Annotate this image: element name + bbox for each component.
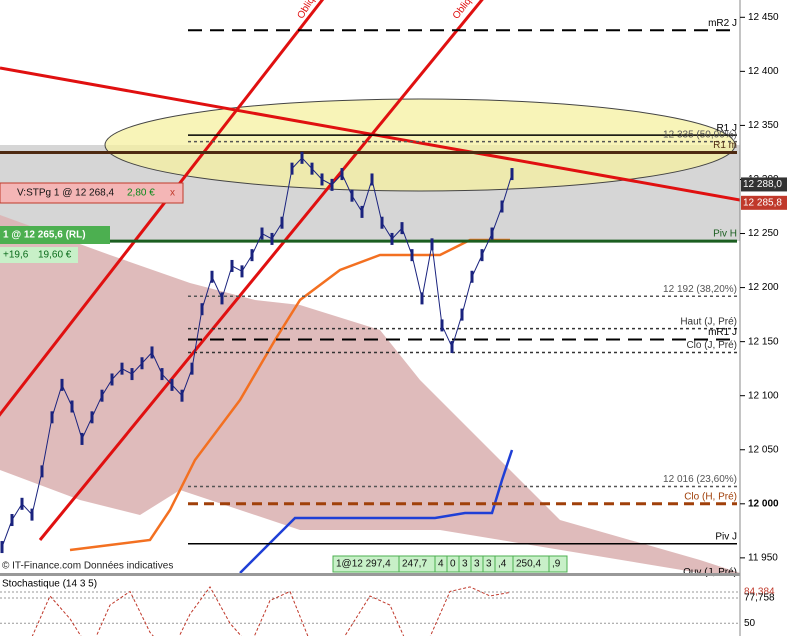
copyright: © IT-Finance.com Données indicatives	[2, 561, 173, 572]
y-tick-label: 12 050	[748, 444, 779, 455]
level-label: R1 m	[713, 140, 737, 151]
channel-line	[38, 0, 484, 541]
y-tick-label: 12 350	[748, 120, 779, 131]
orange-line	[69, 238, 510, 552]
level-label: Piv J	[715, 531, 737, 542]
price-axis	[740, 0, 787, 573]
position-points: +19,6	[3, 250, 29, 261]
level-label: Clo (J, Pré)	[686, 340, 737, 351]
stochastic-title: Stochastique (14 3 5)	[2, 579, 97, 590]
close-button[interactable]: x	[170, 188, 175, 199]
level-label: mR2 J	[708, 18, 737, 29]
trade-label: 4	[438, 559, 444, 570]
price-tag	[741, 195, 787, 210]
level-label: Clo (H, Pré)	[684, 491, 737, 502]
price-line	[1, 157, 513, 548]
level-label: 12 192 (38,20%)	[663, 284, 737, 295]
trade-label: ,4	[498, 559, 507, 570]
stop-order[interactable]: V:STPg 1 @ 12 268,4 2,80 € x	[0, 182, 184, 204]
price-tag-label: 12 288,0	[743, 179, 782, 190]
y-tick-label: 12 400	[748, 66, 779, 77]
y-tick-label: 12 100	[748, 390, 779, 401]
stoch-tick-label: 77,758	[744, 593, 775, 604]
cloud	[0, 215, 740, 573]
position-text[interactable]: 1 @ 12 265,6 (RL)	[3, 230, 86, 241]
y-tick-label: 12 450	[748, 12, 779, 23]
trade-label: 247,7	[402, 559, 427, 570]
trade-label: 1@12 297,4	[336, 559, 391, 570]
level-label: 12 016 (23,60%)	[663, 474, 737, 485]
y-tick-label: 12 000	[748, 498, 779, 509]
y-tick-label: 12 150	[748, 336, 779, 347]
y-tick-label: 11 950	[748, 553, 778, 564]
price-tag	[741, 177, 787, 192]
position-amount: 19,60 €	[38, 250, 72, 261]
blue-line	[239, 449, 514, 573]
stoch-line	[31, 585, 511, 636]
separator	[0, 573, 740, 576]
level-label: R1 J	[716, 123, 737, 134]
trade-label: 3	[462, 559, 468, 570]
trade-label: 0	[450, 559, 456, 570]
trade-label: 250,4	[516, 559, 541, 570]
trade-label: 3	[486, 559, 492, 570]
level-label: Ouv (J, Pré)	[683, 567, 737, 578]
level-label: Haut (J, Pré)	[680, 316, 737, 327]
stoch-tick-label: 50	[744, 618, 756, 629]
channel-line	[0, 0, 325, 417]
trade-label: 3	[474, 559, 480, 570]
order-text[interactable]: V:STPg 1 @ 12 268,4	[17, 188, 114, 199]
level-label: mR1 J	[708, 327, 737, 338]
order-amount: 2,80 €	[127, 188, 155, 199]
level-label: 12 335 (50,00%)	[663, 129, 737, 140]
stoch-tick-label: 84,384	[744, 587, 775, 598]
trade-label: ,9	[552, 559, 561, 570]
y-tick-label: 12 200	[748, 282, 779, 293]
price-tag-label: 12 285,8	[743, 197, 782, 208]
candle	[510, 168, 514, 181]
y-tick-label: 12 250	[748, 228, 779, 239]
level-label: Piv H	[713, 229, 737, 240]
position[interactable]: 1 @ 12 265,6 (RL) +19,6 19,60 €	[0, 226, 110, 263]
trend-line	[0, 66, 740, 202]
trade-cell	[548, 555, 568, 573]
ellipse	[104, 98, 736, 192]
